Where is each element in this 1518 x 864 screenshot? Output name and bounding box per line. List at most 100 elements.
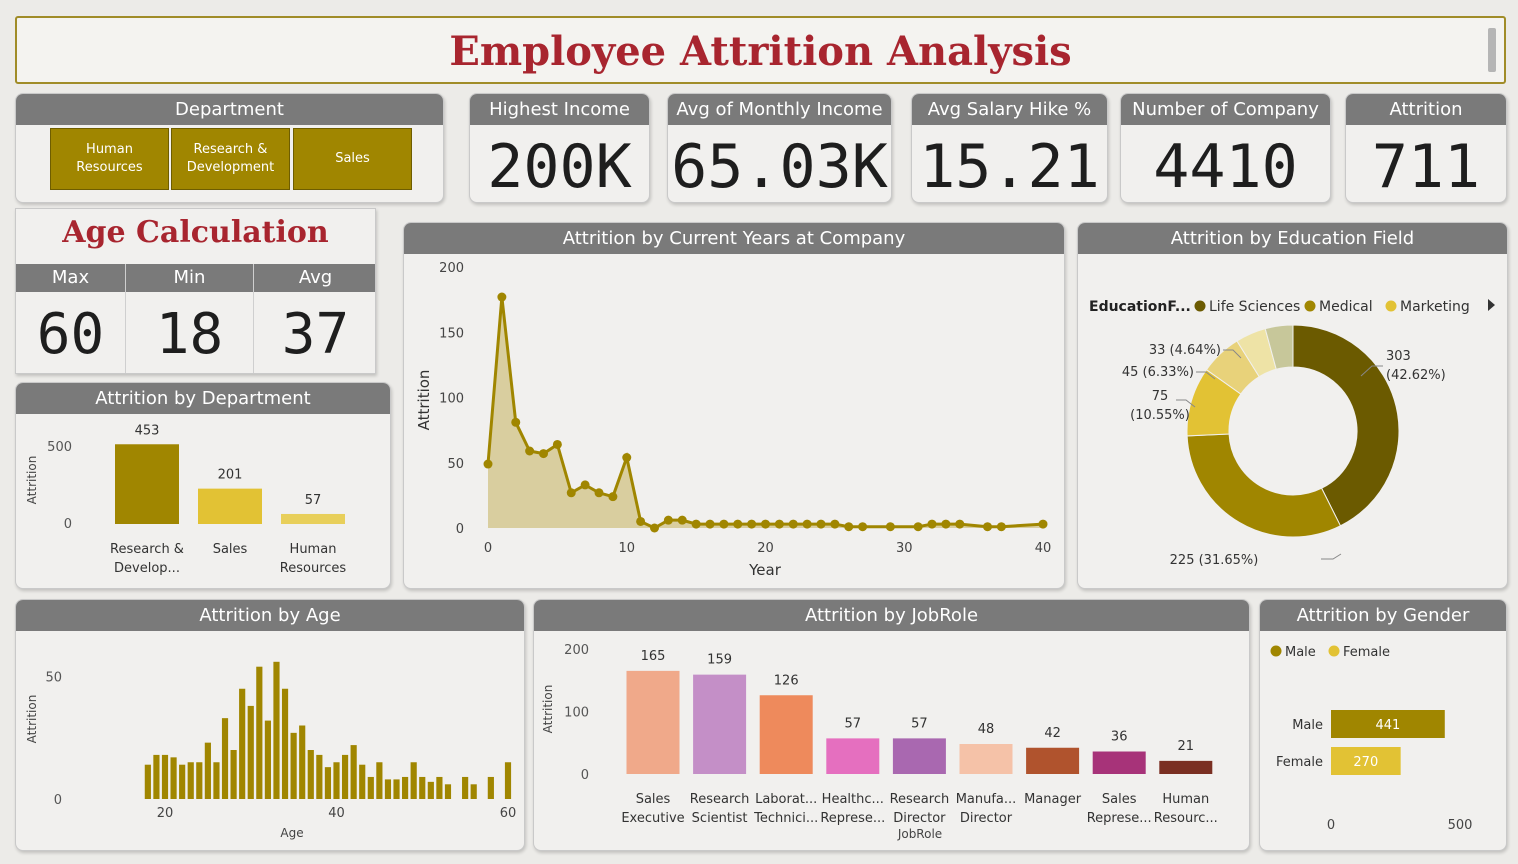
- chart-title: Attrition by Gender: [1260, 600, 1506, 631]
- legend-item: Marketing: [1400, 299, 1470, 315]
- department-bar: [281, 513, 345, 524]
- x-tick-label: 500: [1448, 818, 1473, 833]
- y-tick-label: 50: [447, 457, 464, 472]
- age-bar: [350, 745, 357, 799]
- age-avg-label: Avg: [254, 264, 375, 292]
- data-point: [539, 449, 548, 459]
- x-tick-label: 20: [757, 541, 774, 556]
- y-axis-label: Attrition: [541, 685, 555, 734]
- age-bar: [504, 762, 512, 799]
- x-tick-label: Manufa...: [956, 792, 1017, 807]
- slicer-button-research-development[interactable]: Research & Development: [171, 128, 290, 190]
- legend-marker: [1194, 300, 1206, 312]
- kpi-value: 15.21: [919, 132, 1100, 202]
- department-bar: [198, 488, 262, 524]
- legend-item: Female: [1343, 645, 1390, 660]
- slice-label: 75 (10.55%): [1130, 389, 1190, 423]
- y-tick-label: Male: [1292, 718, 1323, 733]
- age-bar: [273, 661, 280, 799]
- age-bar: [204, 742, 211, 799]
- data-point: [802, 519, 812, 529]
- kpi-label: Avg Salary Hike %: [912, 94, 1107, 125]
- age-bar: [384, 779, 392, 799]
- x-tick-label: Director: [960, 811, 1013, 826]
- age-calculation-title: Age Calculation: [62, 215, 329, 250]
- y-tick-label: 50: [45, 671, 62, 686]
- slice-label: 45 (6.33%): [1122, 365, 1194, 380]
- age-bar: [256, 666, 263, 799]
- age-bar: [247, 705, 254, 799]
- legend-marker: [1270, 645, 1282, 657]
- data-label: 48: [978, 722, 995, 737]
- x-tick-label: 30: [896, 541, 913, 556]
- data-point: [733, 519, 743, 529]
- x-tick-label: Research: [690, 792, 750, 807]
- x-tick-label: 0: [484, 541, 492, 556]
- x-tick-label: Scientist: [692, 811, 748, 826]
- gender-bar: [1331, 710, 1445, 738]
- x-tick-label: 40: [1035, 541, 1052, 556]
- slice-label: 303 (42.62%): [1386, 349, 1446, 383]
- x-tick-label: Represe...: [1087, 811, 1152, 826]
- slicer-button-human-resources[interactable]: Human Resources: [50, 128, 169, 190]
- chart-panel-education: Attrition by Education Field EducationF.…: [1077, 222, 1508, 589]
- y-axis-label: Attrition: [25, 456, 39, 505]
- chart-title: Attrition by Age: [16, 600, 524, 631]
- slicer-button-sales[interactable]: Sales: [293, 128, 412, 190]
- chart-title: Attrition by JobRole: [534, 600, 1249, 631]
- x-tick-label: Human: [290, 542, 337, 557]
- department-slicer: Department Human Resources Research & De…: [15, 93, 444, 203]
- y-tick-label: 150: [439, 326, 464, 341]
- data-point: [955, 519, 965, 529]
- x-tick-label: Healthc...: [822, 792, 884, 807]
- education-donut-chart: EducationF... Life Sciences Medical Marketi…: [1089, 299, 1495, 568]
- department-slicer-heading: Department: [16, 94, 443, 125]
- x-tick-label: 60: [500, 806, 517, 821]
- age-max-cell: Max 60: [16, 264, 126, 373]
- y-tick-label: Female: [1276, 755, 1323, 770]
- data-point: [636, 516, 646, 526]
- data-point: [497, 292, 507, 302]
- department-bar: [115, 444, 179, 524]
- y-tick-label: 200: [439, 261, 464, 276]
- leader-line: [1223, 349, 1242, 359]
- donut-slice: [1292, 324, 1400, 527]
- age-min-label: Min: [126, 264, 253, 292]
- data-label: 57: [305, 493, 322, 508]
- y-tick-label: 500: [47, 440, 72, 455]
- data-point: [608, 492, 618, 502]
- kpi-card-attrition: Attrition 711: [1345, 93, 1507, 203]
- leader-line: [1321, 553, 1342, 560]
- x-tick-label: 40: [328, 806, 345, 821]
- y-tick-label: 0: [456, 522, 464, 537]
- x-tick-label: Manager: [1024, 792, 1082, 807]
- scrollbar-thumb[interactable]: [1488, 28, 1496, 72]
- data-label: 453: [135, 423, 160, 438]
- age-bar: [341, 754, 349, 799]
- age-bar: [213, 762, 220, 799]
- legend-item: Male: [1285, 645, 1316, 660]
- x-tick-label: Develop...: [114, 561, 180, 576]
- jobrole-bar: [959, 744, 1013, 774]
- kpi-label: Number of Company: [1121, 94, 1330, 125]
- x-tick-label: Laborat...: [755, 792, 817, 807]
- jobrole-bar: [693, 674, 747, 774]
- leader-line: [1196, 371, 1216, 380]
- donut-slice: [1186, 433, 1342, 538]
- age-bar: [299, 725, 306, 799]
- data-point: [788, 519, 798, 529]
- page-title: Employee Attrition Analysis: [449, 28, 1072, 75]
- x-axis-label: Year: [748, 561, 782, 579]
- chart-panel-department: Attrition by Department Attrition 500 0 453…: [15, 382, 391, 589]
- age-bar: [161, 754, 169, 799]
- age-bar: [333, 762, 340, 799]
- chart-panel-jobrole: Attrition by JobRole Attrition 200 100 0 165…: [533, 599, 1250, 851]
- data-point: [663, 515, 673, 525]
- data-point: [483, 459, 493, 469]
- legend-next-arrow[interactable]: [1488, 299, 1495, 311]
- age-max-value: 60: [36, 302, 105, 367]
- age-bar: [170, 757, 177, 799]
- slice-label: 33 (4.64%): [1149, 343, 1221, 358]
- data-point: [552, 439, 562, 449]
- y-tick-label: 0: [64, 517, 72, 532]
